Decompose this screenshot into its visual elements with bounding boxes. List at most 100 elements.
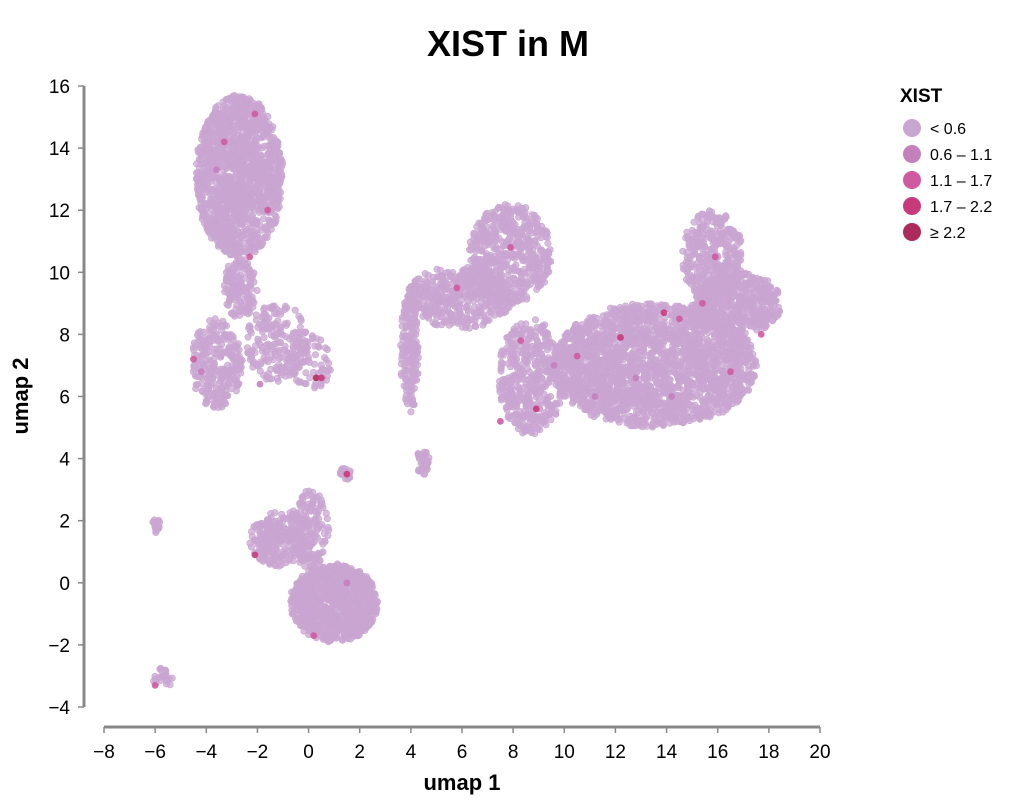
chart-title: XIST in M — [427, 23, 589, 64]
data-point — [442, 318, 450, 326]
data-point — [518, 366, 526, 374]
data-point — [268, 346, 276, 354]
data-point — [408, 341, 416, 349]
data-point — [239, 155, 247, 163]
data-point — [260, 233, 268, 241]
data-point — [512, 371, 520, 379]
data-point — [446, 273, 454, 281]
data-point — [513, 322, 521, 330]
data-point — [225, 368, 233, 376]
data-point — [275, 346, 283, 354]
data-point — [529, 273, 537, 281]
data-point — [518, 330, 526, 338]
data-point — [213, 189, 221, 197]
data-point — [295, 363, 303, 371]
data-point — [204, 117, 212, 125]
data-point — [493, 301, 501, 309]
data-point — [254, 323, 262, 331]
data-point — [247, 269, 255, 277]
data-point — [421, 270, 429, 278]
data-point — [489, 294, 497, 302]
data-point — [235, 243, 243, 251]
data-point — [496, 388, 504, 396]
data-point — [524, 282, 532, 290]
data-point — [289, 354, 297, 362]
data-point — [223, 96, 231, 104]
data-point — [434, 307, 442, 315]
data-point — [523, 353, 531, 361]
data-point — [235, 380, 243, 388]
data-point — [477, 224, 485, 232]
data-point — [273, 193, 281, 201]
data-point — [526, 257, 534, 265]
data-point — [451, 299, 459, 307]
data-point — [224, 262, 232, 270]
data-point — [228, 352, 236, 360]
data-point — [220, 210, 228, 218]
data-point — [246, 172, 254, 180]
data-point — [233, 214, 241, 222]
data-point — [273, 200, 281, 208]
data-point — [241, 110, 249, 118]
data-point — [464, 307, 472, 315]
data-point — [503, 261, 511, 269]
data-point — [241, 195, 249, 203]
data-point — [539, 328, 547, 336]
data-point — [210, 173, 218, 181]
data-point — [505, 411, 513, 419]
data-point — [413, 361, 421, 369]
data-point — [513, 239, 521, 247]
data-point — [238, 263, 246, 271]
data-point — [220, 246, 228, 254]
data-point — [501, 208, 509, 216]
data-point — [237, 358, 245, 366]
data-point — [528, 342, 536, 350]
data-point — [226, 106, 234, 114]
data-point — [252, 316, 260, 324]
data-point — [225, 274, 233, 282]
data-point — [492, 267, 500, 275]
data-point — [408, 376, 416, 384]
data-point — [212, 109, 220, 117]
data-point — [502, 387, 510, 395]
data-point — [457, 316, 465, 324]
data-point — [517, 279, 525, 287]
data-point — [273, 183, 281, 191]
cluster-left-arm — [189, 315, 246, 411]
data-point — [449, 317, 457, 325]
data-point — [202, 400, 210, 408]
data-point — [527, 382, 535, 390]
data-point — [244, 349, 252, 357]
data-point — [260, 371, 268, 379]
data-point — [469, 255, 477, 263]
data-point — [552, 399, 560, 407]
data-point — [715, 409, 723, 417]
data-point — [461, 292, 469, 300]
data-point — [210, 137, 218, 145]
data-point — [234, 149, 242, 157]
data-point — [231, 183, 239, 191]
data-point — [220, 172, 228, 180]
data-point — [534, 280, 542, 288]
data-point — [200, 328, 208, 336]
data-point — [196, 183, 204, 191]
data-point — [527, 415, 535, 423]
data-point — [206, 215, 214, 223]
data-point — [305, 358, 313, 366]
data-point — [217, 121, 225, 129]
data-point — [497, 295, 505, 303]
data-point — [536, 388, 544, 396]
data-point — [251, 246, 259, 254]
data-point — [405, 333, 413, 341]
data-point — [455, 273, 463, 281]
data-point — [542, 336, 550, 344]
data-point — [525, 423, 533, 431]
data-point — [301, 329, 309, 337]
data-point — [485, 316, 493, 324]
data-point — [207, 371, 215, 379]
data-point — [533, 337, 541, 345]
data-point — [235, 177, 243, 185]
data-point — [275, 165, 283, 173]
data-point — [508, 330, 516, 338]
data-point — [536, 263, 544, 271]
